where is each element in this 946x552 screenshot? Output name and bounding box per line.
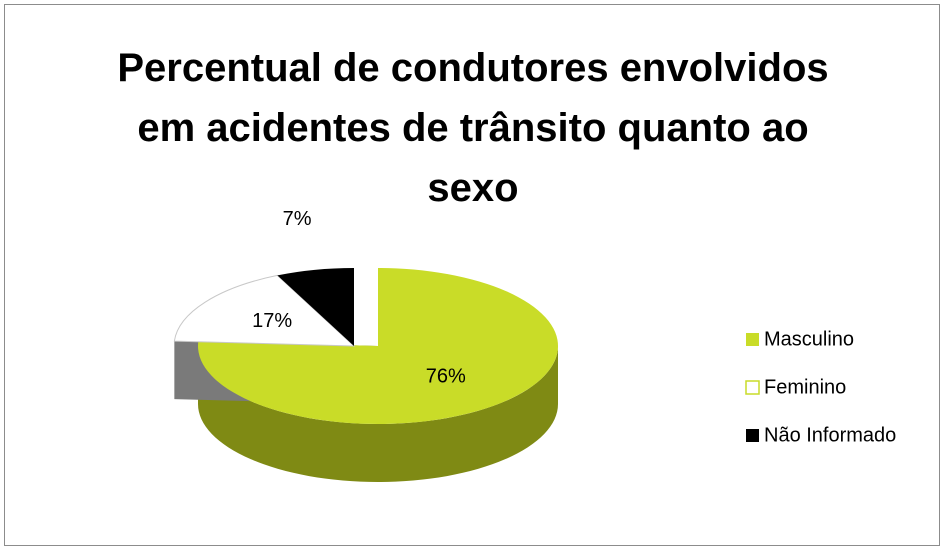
slice-side	[198, 346, 558, 482]
data-label: 17%	[252, 310, 292, 332]
legend-swatch	[745, 380, 760, 395]
data-label: 7%	[283, 208, 312, 230]
pie-slice	[277, 268, 354, 346]
chart-title: Percentual de condutores envolvidos em a…	[117, 46, 829, 210]
legend-label: Feminino	[764, 376, 846, 398]
chart-frame	[4, 4, 940, 546]
legend-label: Masculino	[764, 328, 854, 350]
data-label: 76%	[426, 366, 466, 388]
pie-slice	[173, 274, 356, 347]
legend-swatch	[746, 429, 759, 442]
legend-swatch	[746, 333, 759, 346]
legend-label: Não Informado	[764, 424, 896, 446]
pie-slice	[198, 268, 559, 424]
